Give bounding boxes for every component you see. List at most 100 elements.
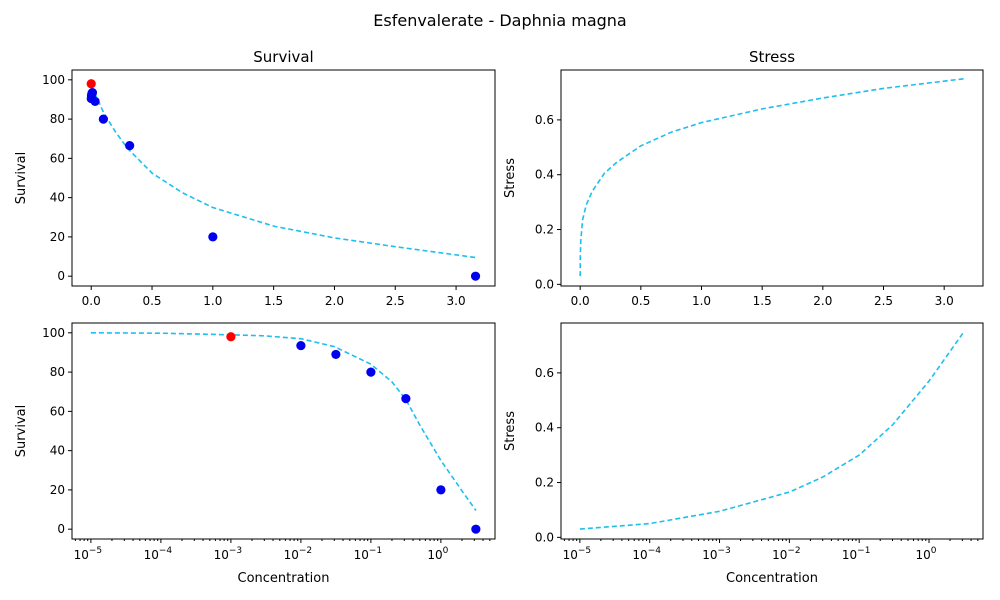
x-tick-exponent: −5 [89, 546, 102, 556]
y-tick-label: 0.6 [535, 366, 554, 380]
y-axis-label: Survival [14, 152, 29, 204]
data-point [401, 394, 411, 404]
x-tick-label: 0.0 [82, 294, 101, 308]
x-tick-label: 3.0 [447, 294, 466, 308]
x-tick-exponent: 0 [931, 546, 937, 556]
x-tick-base: 10 [702, 548, 717, 562]
y-tick-label: 60 [50, 151, 65, 165]
control-point [86, 79, 96, 89]
x-tick-label: 2.0 [325, 294, 344, 308]
x-axis-label: Concentration [726, 571, 818, 586]
x-tick-label: 1.5 [753, 294, 772, 308]
x-tick-base: 10 [632, 548, 647, 562]
data-point [331, 349, 341, 360]
x-tick-label: 10−4 [632, 546, 661, 562]
x-tick-base: 10 [916, 548, 931, 562]
y-tick-label: 0 [57, 522, 65, 536]
x-tick-label: 10−3 [214, 546, 243, 562]
data-point [87, 87, 98, 98]
x-tick-exponent: −3 [229, 546, 242, 556]
x-tick-label: 2.0 [813, 294, 832, 308]
panel-bottom-right: 10−5 10−4 10−3 10−2 10−1 1000.00.20.40.6Stres… [503, 322, 984, 586]
panel-top-right: Stress 0.0 0.5 1.0 1.5 2.0 2.5 3.0 0.0 0.2 0.4 0.6 S… [503, 48, 984, 308]
y-tick-label: 0.6 [535, 113, 554, 127]
x-tick-label: 1.5 [264, 294, 283, 308]
model-curve [90, 85, 476, 259]
x-tick-base: 10 [563, 548, 578, 562]
y-tick-label: 60 [50, 404, 65, 418]
panels: Survival 0.0 0.5 1.0 1.5 2.0 2.5 3.0 0 20 40 60 80 10… [14, 48, 984, 586]
x-tick-exponent: −1 [857, 546, 870, 556]
x-tick-base: 10 [354, 548, 369, 562]
data-point [366, 367, 376, 377]
data-point [436, 485, 446, 495]
x-tick-exponent: −3 [718, 546, 731, 556]
y-tick-label: 0 [57, 269, 65, 283]
y-tick-label: 40 [50, 444, 65, 458]
y-tick-label: 0.2 [535, 476, 554, 490]
x-tick-label: 10−5 [74, 546, 103, 562]
data-point [98, 114, 108, 124]
panel-top-left: Survival 0.0 0.5 1.0 1.5 2.0 2.5 3.0 0 20 40 60 80 10… [14, 48, 496, 308]
x-tick-base: 10 [214, 548, 229, 562]
data-point [208, 232, 218, 242]
y-axis-label: Stress [503, 158, 518, 198]
x-tick-label: 0.5 [142, 294, 161, 308]
x-tick-base: 10 [772, 548, 787, 562]
y-tick-label: 20 [50, 483, 65, 497]
x-tick-base: 10 [427, 548, 442, 562]
y-tick-label: 80 [50, 365, 65, 379]
y-tick-label: 100 [42, 326, 65, 340]
x-tick-label: 2.5 [874, 294, 893, 308]
figure-suptitle: Esfenvalerate - Daphnia magna [373, 11, 626, 30]
x-tick-base: 10 [74, 548, 89, 562]
x-tick-label: 1.0 [203, 294, 222, 308]
data-point [90, 96, 100, 107]
model-curve [579, 78, 964, 277]
panel-title: Stress [749, 48, 795, 66]
x-tick-exponent: −1 [369, 546, 382, 556]
y-tick-label: 20 [50, 230, 65, 244]
model-curve [579, 331, 965, 530]
x-tick-label: 10−2 [772, 546, 801, 562]
x-tick-label: 1.0 [692, 294, 711, 308]
x-tick-base: 10 [284, 548, 299, 562]
x-tick-label: 3.0 [935, 294, 954, 308]
x-tick-base: 10 [144, 548, 159, 562]
y-tick-label: 0.4 [535, 168, 554, 182]
x-tick-exponent: 0 [443, 546, 449, 556]
plot-frame [71, 69, 496, 287]
y-tick-label: 0.4 [535, 421, 554, 435]
x-tick-label: 0.0 [571, 294, 590, 308]
x-axis-label: Concentration [238, 571, 330, 586]
plot-frame [71, 322, 496, 540]
y-tick-label: 0.2 [535, 223, 554, 237]
y-tick-label: 40 [50, 191, 65, 205]
x-tick-label: 10−3 [702, 546, 731, 562]
plot-frame [560, 69, 984, 287]
x-tick-label: 100 [916, 546, 937, 562]
x-tick-label: 10−1 [354, 546, 383, 562]
panel-title: Survival [253, 48, 313, 66]
y-tick-label: 0.0 [535, 530, 554, 544]
data-point [470, 271, 481, 281]
data-point [296, 340, 306, 351]
x-tick-exponent: −5 [578, 546, 591, 556]
x-tick-label: 2.5 [386, 294, 405, 308]
x-tick-label: 0.5 [631, 294, 650, 308]
y-tick-label: 0.0 [535, 277, 554, 291]
plot-frame [560, 322, 984, 540]
x-tick-label: 10−5 [563, 546, 592, 562]
x-tick-label: 10−4 [144, 546, 173, 562]
data-point [125, 141, 135, 151]
y-tick-label: 80 [50, 112, 65, 126]
x-tick-exponent: −2 [787, 546, 800, 556]
x-tick-label: 100 [427, 546, 448, 562]
x-tick-exponent: −2 [299, 546, 312, 556]
panel-bottom-left: 10−5 10−4 10−3 10−2 10−1 100020406080100Survi… [14, 322, 496, 586]
x-tick-exponent: −4 [159, 546, 173, 556]
x-tick-base: 10 [842, 548, 857, 562]
data-point [471, 524, 481, 534]
